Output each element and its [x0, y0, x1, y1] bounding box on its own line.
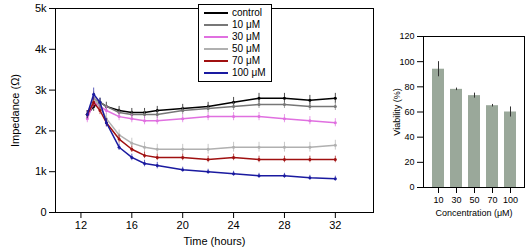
svg-text:32: 32	[329, 219, 341, 231]
svg-text:Viability (%): Viability (%)	[392, 88, 402, 135]
html-text:10 μM: 10 μM	[232, 19, 260, 30]
svg-text:1k: 1k	[35, 165, 47, 177]
svg-text:0: 0	[409, 182, 414, 192]
svg-text:Concentration (μM): Concentration (μM)	[435, 208, 512, 218]
svg-text:20: 20	[177, 219, 189, 231]
html-text:70 μM: 70 μM	[232, 55, 260, 66]
svg-text:0: 0	[40, 206, 46, 218]
svg-text:28: 28	[278, 219, 290, 231]
svg-text:3k: 3k	[35, 84, 47, 96]
svg-text:80: 80	[404, 82, 414, 92]
svg-text:50: 50	[469, 195, 479, 205]
html-text:50 μM: 50 μM	[232, 43, 260, 54]
svg-text:10: 10	[433, 195, 443, 205]
svg-text:20: 20	[404, 157, 414, 167]
svg-text:100: 100	[399, 57, 414, 67]
svg-text:24: 24	[227, 219, 239, 231]
svg-text:100: 100	[503, 195, 518, 205]
html-text:control: control	[232, 7, 262, 18]
html-text:100 μM: 100 μM	[232, 67, 266, 78]
svg-text:12: 12	[75, 219, 87, 231]
svg-text:Impedance (Ω): Impedance (Ω)	[9, 74, 21, 147]
html-text:30 μM: 30 μM	[232, 31, 260, 42]
svg-text:2k: 2k	[35, 124, 47, 136]
svg-text:70: 70	[487, 195, 497, 205]
svg-text:5k: 5k	[35, 2, 47, 14]
svg-text:30: 30	[451, 195, 461, 205]
svg-text:40: 40	[404, 132, 414, 142]
svg-text:Time (hours): Time (hours)	[184, 235, 246, 247]
svg-text:16: 16	[126, 219, 138, 231]
svg-text:4k: 4k	[35, 43, 47, 55]
svg-text:120: 120	[399, 31, 414, 41]
svg-text:60: 60	[404, 107, 414, 117]
